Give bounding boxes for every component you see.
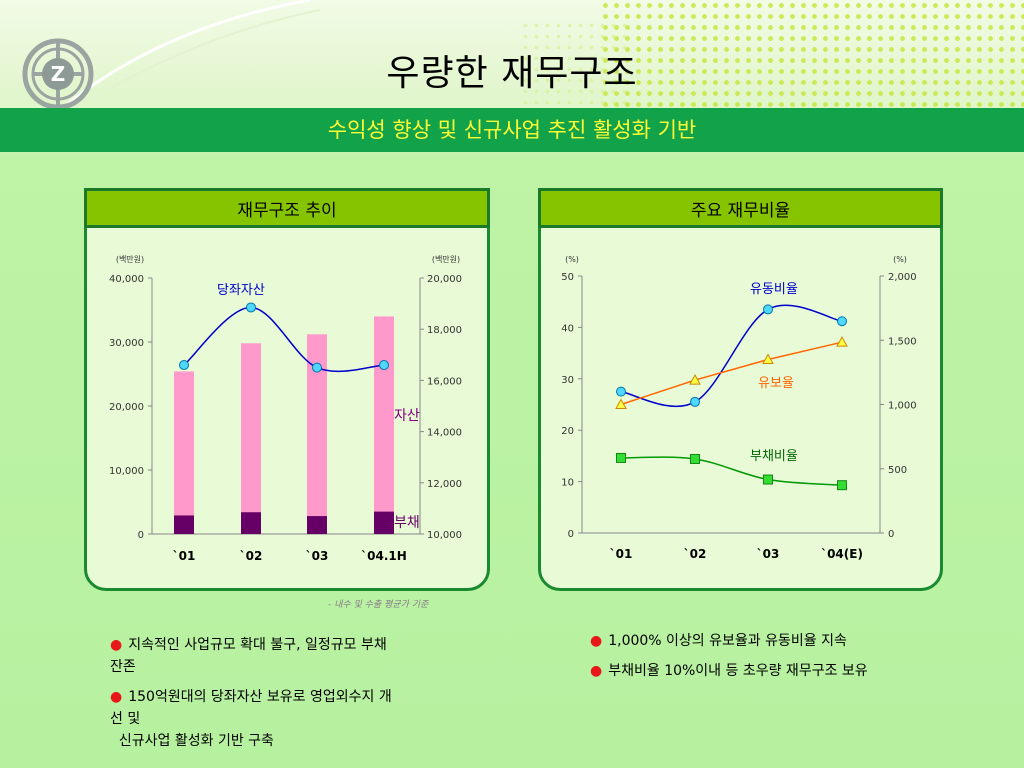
bullet-item: ● 1,000% 이상의 유보율과 유동비율 지속 — [590, 630, 980, 652]
company-logo: Z — [22, 38, 94, 110]
svg-text:Z: Z — [51, 62, 66, 86]
bullet-text: 선 및 — [110, 711, 141, 727]
dot-pattern-decoration — [600, 0, 1024, 108]
chart-footnote: - 내수 및 수출 평균가 기준 — [328, 600, 429, 610]
left-panel-heading: 재무구조 추이 — [84, 188, 490, 228]
bullet-text: 1,000% 이상의 유보율과 유동비율 지속 — [608, 633, 847, 649]
right-chart-panel: 주요 재무비율 — [538, 188, 943, 591]
right-panel-heading: 주요 재무비율 — [538, 188, 943, 228]
bullet-item: ● 부채비율 10%이내 등 초우량 재무구조 보유 — [590, 660, 980, 682]
bullet-dot-icon: ● — [110, 689, 123, 705]
left-chart-panel: 재무구조 추이 — [84, 188, 490, 591]
page-subtitle: 수익성 향상 및 신규사업 추진 활성화 기반 — [327, 118, 697, 142]
subtitle-band — [0, 108, 1024, 152]
dot-pattern-decoration-small — [520, 20, 630, 108]
bullet-dot-icon: ● — [590, 663, 603, 679]
bullet-text: 잔존 — [110, 659, 136, 675]
bullet-text: 부채비율 10%이내 등 초우량 재무구조 보유 — [608, 663, 868, 679]
right-bullet-list: ● 1,000% 이상의 유보율과 유동비율 지속 ● 부채비율 10%이내 등 초우… — [590, 630, 980, 690]
bullet-dot-icon: ● — [110, 637, 123, 653]
bullet-dot-icon: ● — [590, 633, 603, 649]
bullet-text: 150억원대의 당좌자산 보유로 영업외수지 개 — [128, 689, 392, 705]
bullet-text: 지속적인 사업규모 확대 불구, 일정규모 부채 — [128, 637, 387, 653]
bullet-text: 신규사업 활성화 기반 구축 — [110, 733, 274, 749]
page-title: 우량한 재무구조 — [386, 53, 638, 94]
